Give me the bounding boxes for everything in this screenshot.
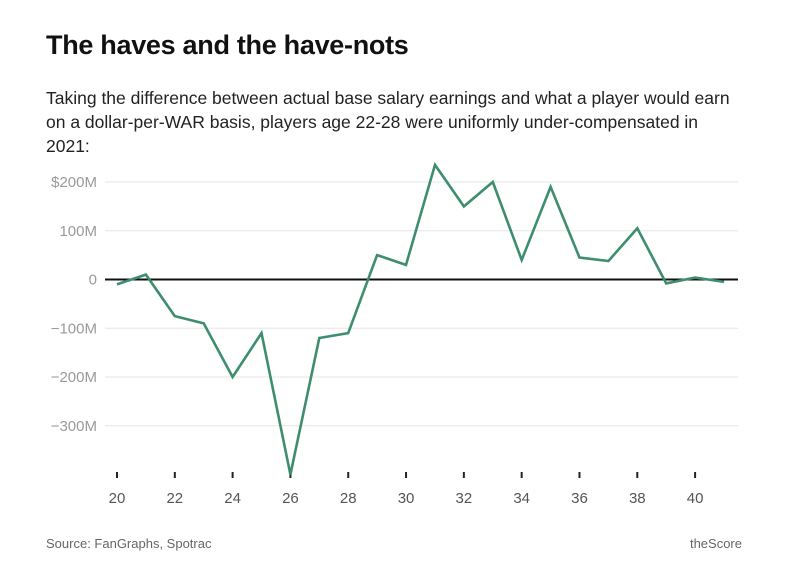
chart-subtitle: Taking the difference between actual bas…: [46, 88, 730, 156]
y-tick-labels: $200M 100M 0 −100M −200M −300M: [51, 174, 97, 435]
grid-lines: [105, 181, 738, 427]
x-tick-label: 40: [687, 490, 704, 507]
chart-title: The haves and the have-nots: [46, 30, 409, 60]
brand-label: theScore: [689, 536, 742, 551]
x-tick-label: 26: [282, 490, 299, 507]
x-tick-label: 24: [224, 490, 241, 507]
x-tick-label: 32: [456, 490, 473, 507]
x-tick-label: 30: [398, 490, 415, 507]
y-tick-label: −200M: [51, 369, 97, 386]
x-tick-label: 38: [629, 490, 646, 507]
source-note: Source: FanGraphs, Spotrac: [46, 536, 212, 551]
series-line: [116, 161, 725, 475]
y-tick-label: 100M: [59, 223, 97, 240]
y-tick-label: −100M: [51, 320, 97, 337]
x-axis: 20 22 24 26 28 30 32 34 36 38 40: [109, 472, 704, 507]
y-tick-label: −300M: [51, 418, 97, 435]
x-tick-label: 22: [166, 490, 183, 507]
y-tick-label: 0: [89, 272, 97, 289]
x-tick-label: 20: [109, 490, 126, 507]
y-tick-label: $200M: [51, 174, 97, 191]
x-tick-label: 34: [513, 490, 530, 507]
data-series: [116, 161, 725, 475]
x-tick-label: 28: [340, 490, 357, 507]
x-tick-label: 36: [571, 490, 588, 507]
